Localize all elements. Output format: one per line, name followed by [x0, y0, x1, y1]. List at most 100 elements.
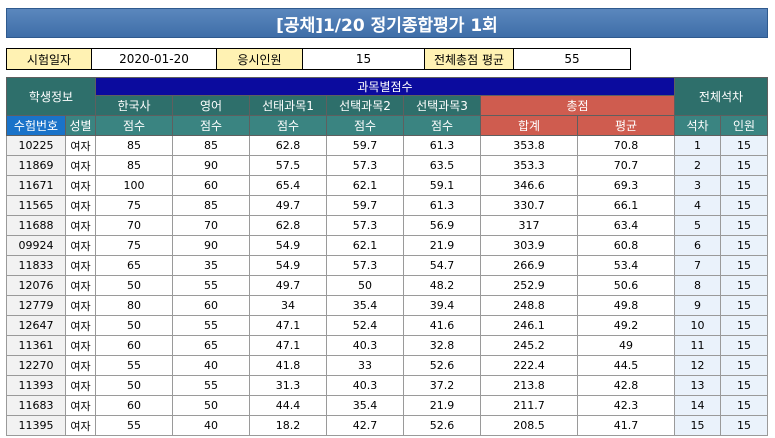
rank-cell[interactable]: 15 [674, 415, 721, 436]
average-cell[interactable]: 69.3 [577, 175, 675, 196]
korean-history-cell[interactable]: 50 [95, 375, 173, 396]
exam-no-cell[interactable]: 11361 [6, 335, 66, 356]
korean-history-cell[interactable]: 85 [95, 135, 173, 156]
elective2-cell[interactable]: 62.1 [326, 235, 404, 256]
english-cell[interactable]: 55 [172, 275, 250, 296]
count-cell[interactable]: 15 [720, 335, 768, 356]
rank-cell[interactable]: 12 [674, 355, 721, 376]
average-cell[interactable]: 49.8 [577, 295, 675, 316]
elective2-cell[interactable]: 42.7 [326, 415, 404, 436]
korean-history-cell[interactable]: 65 [95, 255, 173, 276]
sum-cell[interactable]: 252.9 [480, 275, 578, 296]
elective3-cell[interactable]: 59.1 [403, 175, 481, 196]
rank-cell[interactable]: 1 [674, 135, 721, 156]
average-cell[interactable]: 42.8 [577, 375, 675, 396]
english-cell[interactable]: 85 [172, 195, 250, 216]
elective2-cell[interactable]: 57.3 [326, 255, 404, 276]
exam-no-cell[interactable]: 12647 [6, 315, 66, 336]
english-cell[interactable]: 55 [172, 375, 250, 396]
average-cell[interactable]: 70.8 [577, 135, 675, 156]
rank-cell[interactable]: 6 [674, 235, 721, 256]
count-cell[interactable]: 15 [720, 355, 768, 376]
korean-history-cell[interactable]: 60 [95, 335, 173, 356]
elective3-cell[interactable]: 39.4 [403, 295, 481, 316]
exam-no-cell[interactable]: 11683 [6, 395, 66, 416]
english-cell[interactable]: 35 [172, 255, 250, 276]
sum-cell[interactable]: 353.8 [480, 135, 578, 156]
sum-cell[interactable]: 353.3 [480, 155, 578, 176]
elective1-cell[interactable]: 49.7 [249, 275, 327, 296]
gender-cell[interactable]: 여자 [65, 415, 96, 436]
exam-date-value[interactable]: 2020-01-20 [91, 48, 217, 70]
gender-cell[interactable]: 여자 [65, 275, 96, 296]
average-cell[interactable]: 63.4 [577, 215, 675, 236]
exam-no-cell[interactable]: 10225 [6, 135, 66, 156]
english-cell[interactable]: 40 [172, 415, 250, 436]
korean-history-cell[interactable]: 80 [95, 295, 173, 316]
gender-cell[interactable]: 여자 [65, 395, 96, 416]
elective3-cell[interactable]: 52.6 [403, 355, 481, 376]
average-cell[interactable]: 49 [577, 335, 675, 356]
elective3-cell[interactable]: 56.9 [403, 215, 481, 236]
elective1-cell[interactable]: 47.1 [249, 315, 327, 336]
exam-no-cell[interactable]: 09924 [6, 235, 66, 256]
count-cell[interactable]: 15 [720, 375, 768, 396]
elective3-cell[interactable]: 48.2 [403, 275, 481, 296]
elective1-cell[interactable]: 47.1 [249, 335, 327, 356]
english-cell[interactable]: 55 [172, 315, 250, 336]
exam-no-cell[interactable]: 12270 [6, 355, 66, 376]
elective2-cell[interactable]: 57.3 [326, 215, 404, 236]
elective2-cell[interactable]: 57.3 [326, 155, 404, 176]
elective3-cell[interactable]: 41.6 [403, 315, 481, 336]
english-cell[interactable]: 90 [172, 155, 250, 176]
elective3-cell[interactable]: 54.7 [403, 255, 481, 276]
count-cell[interactable]: 15 [720, 415, 768, 436]
gender-cell[interactable]: 여자 [65, 315, 96, 336]
korean-history-cell[interactable]: 75 [95, 235, 173, 256]
elective1-cell[interactable]: 62.8 [249, 215, 327, 236]
exam-no-cell[interactable]: 12779 [6, 295, 66, 316]
elective3-cell[interactable]: 61.3 [403, 135, 481, 156]
english-cell[interactable]: 60 [172, 295, 250, 316]
exam-no-cell[interactable]: 11393 [6, 375, 66, 396]
elective1-cell[interactable]: 18.2 [249, 415, 327, 436]
sum-cell[interactable]: 246.1 [480, 315, 578, 336]
elective1-cell[interactable]: 34 [249, 295, 327, 316]
elective3-cell[interactable]: 63.5 [403, 155, 481, 176]
elective1-cell[interactable]: 49.7 [249, 195, 327, 216]
sum-cell[interactable]: 208.5 [480, 415, 578, 436]
rank-cell[interactable]: 10 [674, 315, 721, 336]
elective2-cell[interactable]: 59.7 [326, 195, 404, 216]
korean-history-cell[interactable]: 50 [95, 275, 173, 296]
sum-cell[interactable]: 245.2 [480, 335, 578, 356]
applicants-value[interactable]: 15 [302, 48, 425, 70]
english-cell[interactable]: 85 [172, 135, 250, 156]
average-cell[interactable]: 50.6 [577, 275, 675, 296]
elective2-cell[interactable]: 62.1 [326, 175, 404, 196]
rank-cell[interactable]: 3 [674, 175, 721, 196]
average-cell[interactable]: 49.2 [577, 315, 675, 336]
english-cell[interactable]: 65 [172, 335, 250, 356]
elective2-cell[interactable]: 35.4 [326, 295, 404, 316]
exam-no-cell[interactable]: 12076 [6, 275, 66, 296]
average-cell[interactable]: 41.7 [577, 415, 675, 436]
average-cell[interactable]: 60.8 [577, 235, 675, 256]
average-cell[interactable]: 70.7 [577, 155, 675, 176]
rank-cell[interactable]: 7 [674, 255, 721, 276]
elective1-cell[interactable]: 54.9 [249, 255, 327, 276]
elective3-cell[interactable]: 32.8 [403, 335, 481, 356]
sum-cell[interactable]: 222.4 [480, 355, 578, 376]
korean-history-cell[interactable]: 60 [95, 395, 173, 416]
elective3-cell[interactable]: 52.6 [403, 415, 481, 436]
sum-cell[interactable]: 266.9 [480, 255, 578, 276]
average-cell[interactable]: 42.3 [577, 395, 675, 416]
gender-cell[interactable]: 여자 [65, 235, 96, 256]
gender-cell[interactable]: 여자 [65, 295, 96, 316]
gender-cell[interactable]: 여자 [65, 135, 96, 156]
rank-cell[interactable]: 5 [674, 215, 721, 236]
count-cell[interactable]: 15 [720, 235, 768, 256]
korean-history-cell[interactable]: 55 [95, 355, 173, 376]
elective3-cell[interactable]: 37.2 [403, 375, 481, 396]
english-cell[interactable]: 70 [172, 215, 250, 236]
count-cell[interactable]: 15 [720, 155, 768, 176]
